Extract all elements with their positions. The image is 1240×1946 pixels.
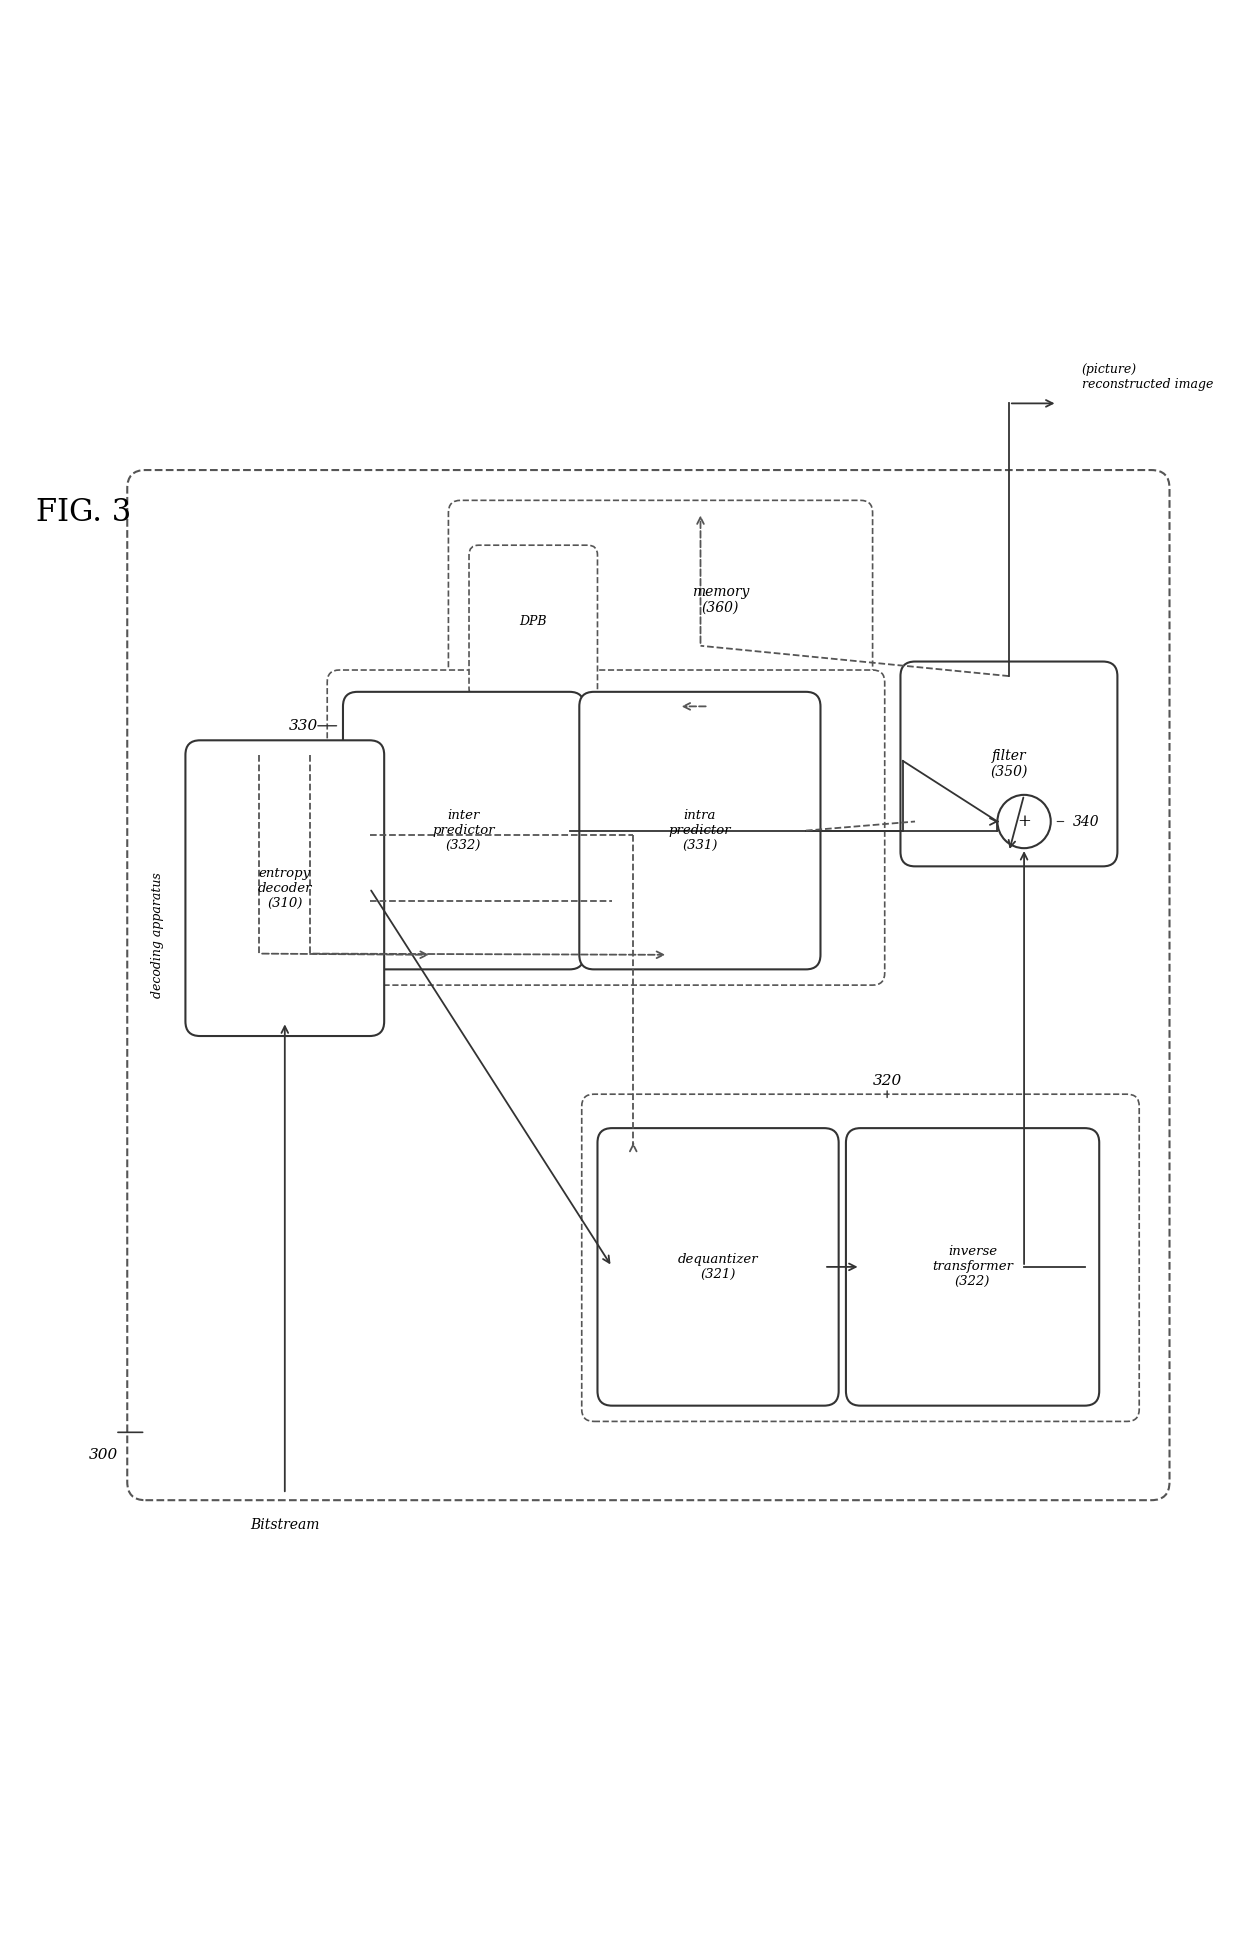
FancyBboxPatch shape: [598, 1129, 838, 1405]
Text: inverse
transformer
(322): inverse transformer (322): [932, 1245, 1013, 1288]
Text: inter
predictor
(332): inter predictor (332): [433, 810, 495, 852]
Text: (picture)
reconstructed image: (picture) reconstructed image: [1081, 364, 1213, 391]
FancyBboxPatch shape: [579, 693, 821, 969]
Text: intra
predictor
(331): intra predictor (331): [668, 810, 732, 852]
Text: Bitstream: Bitstream: [250, 1518, 320, 1532]
Text: entropy
decoder
(310): entropy decoder (310): [258, 866, 312, 909]
Text: dequantizer
(321): dequantizer (321): [678, 1253, 759, 1280]
Text: +: +: [1017, 813, 1030, 831]
Text: FIG. 3: FIG. 3: [36, 496, 131, 527]
Text: memory
(360): memory (360): [692, 584, 749, 615]
Text: filter
(350): filter (350): [991, 749, 1028, 778]
Text: 330: 330: [289, 718, 317, 734]
FancyBboxPatch shape: [128, 471, 1169, 1500]
FancyBboxPatch shape: [186, 739, 384, 1035]
FancyBboxPatch shape: [900, 662, 1117, 866]
Text: 300: 300: [88, 1448, 118, 1461]
Text: decoding apparatus: decoding apparatus: [151, 872, 165, 998]
FancyBboxPatch shape: [449, 500, 873, 718]
Text: 320: 320: [873, 1074, 901, 1088]
FancyBboxPatch shape: [846, 1129, 1099, 1405]
Text: DPB: DPB: [520, 615, 547, 629]
FancyBboxPatch shape: [469, 545, 598, 699]
FancyBboxPatch shape: [582, 1094, 1140, 1421]
FancyBboxPatch shape: [327, 669, 884, 985]
FancyBboxPatch shape: [343, 693, 584, 969]
Text: 340: 340: [1073, 815, 1099, 829]
